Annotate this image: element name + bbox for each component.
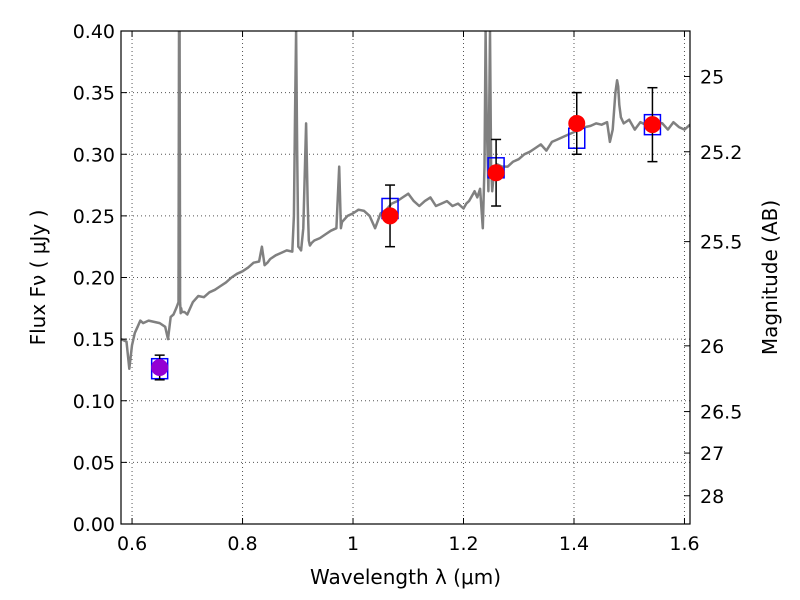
mag-tick-label: 28 (700, 486, 724, 508)
x-tick-label: 1.2 (448, 533, 478, 555)
y-tick-label: 0.15 (73, 329, 115, 351)
y-tick-label: 0.30 (73, 144, 115, 166)
y-tick-label: 0.05 (73, 452, 115, 474)
x-tick-label: 0.6 (117, 533, 147, 555)
mag-tick-label: 27 (700, 443, 724, 465)
circle-marker (487, 164, 505, 182)
x-tick-label: 0.8 (227, 533, 257, 555)
mag-tick-label: 26 (700, 336, 724, 358)
circle-marker (381, 207, 399, 225)
spectrum-line (121, 31, 690, 370)
mag-tick-label: 25 (700, 66, 724, 88)
axis-ticks: 0.6 0.8 1 1.2 1.4 1.6 0.00 0.05 0.10 0.15 0.20 0.25… (73, 21, 743, 555)
circle-marker (643, 116, 661, 134)
y-tick-label: 0.20 (73, 268, 115, 290)
mag-tick-label: 26.5 (700, 402, 742, 424)
x-axis-label: Wavelength λ (μm) (310, 565, 501, 589)
y-tick-label: 0.40 (73, 21, 115, 43)
y-tick-label: 0.00 (73, 514, 115, 536)
y-tick-label: 0.25 (73, 206, 115, 228)
y-axis-label: Flux Fν ( μJy ) (26, 210, 50, 346)
mag-tick-label: 25.2 (700, 142, 742, 164)
x-tick-label: 1.4 (559, 533, 589, 555)
x-tick-label: 1.6 (669, 533, 699, 555)
plot-area (121, 31, 690, 381)
grid (121, 30, 690, 525)
circle-marker (151, 358, 169, 376)
mag-tick-label: 25.5 (700, 232, 742, 254)
circle-marker (568, 114, 586, 132)
y-tick-label: 0.10 (73, 391, 115, 413)
x-tick-label: 1 (347, 533, 359, 555)
y-tick-label: 0.35 (73, 83, 115, 105)
y2-axis-label: Magnitude (AB) (758, 200, 782, 355)
